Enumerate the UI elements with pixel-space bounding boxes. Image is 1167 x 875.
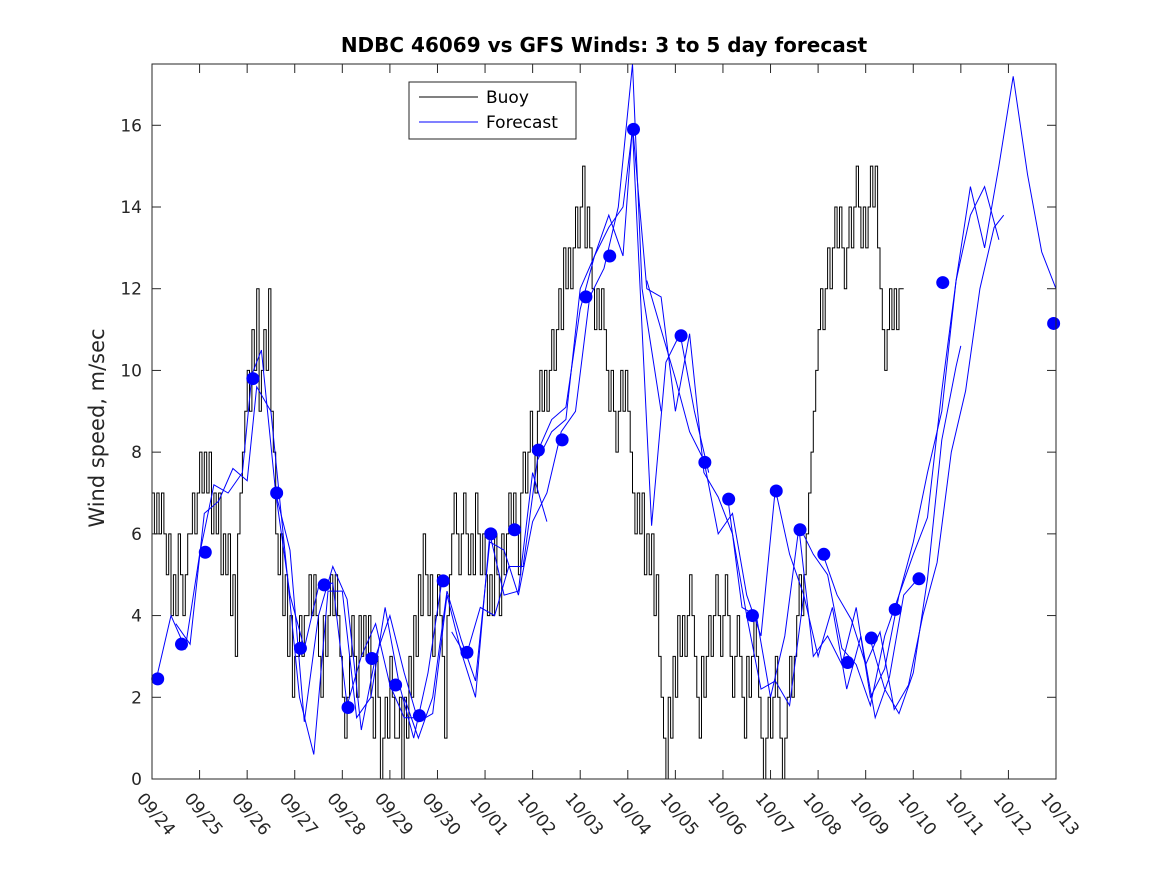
y-axis-label: Wind speed, m/sec xyxy=(85,328,109,527)
forecast-marker xyxy=(579,290,593,304)
y-tick-label: 0 xyxy=(131,770,142,790)
forecast-series-line xyxy=(175,385,443,755)
y-tick-label: 16 xyxy=(120,116,142,136)
forecast-marker xyxy=(912,572,926,586)
plot-area xyxy=(152,64,1056,779)
forecast-series-line xyxy=(275,472,548,731)
forecast-marker xyxy=(412,709,426,723)
forecast-marker xyxy=(460,645,474,659)
axes-box xyxy=(151,63,1057,780)
forecast-marker xyxy=(698,455,712,469)
forecast-marker xyxy=(603,249,617,263)
forecast-series-line xyxy=(156,349,419,719)
forecast-marker xyxy=(769,484,783,498)
forecast-marker xyxy=(674,329,688,343)
forecast-marker xyxy=(722,492,736,506)
y-tick-label: 12 xyxy=(120,280,142,300)
forecast-marker xyxy=(198,545,212,559)
legend-buoy-label: Buoy xyxy=(486,88,529,108)
plot-lines xyxy=(152,64,1056,779)
forecast-series-line xyxy=(822,214,1005,711)
forecast-marker xyxy=(508,523,522,537)
forecast-marker xyxy=(389,678,403,692)
forecast-marker xyxy=(793,523,807,537)
forecast-marker xyxy=(817,547,831,561)
buoy-series-line xyxy=(152,165,904,779)
forecast-marker xyxy=(174,637,188,651)
chart-title: NDBC 46069 vs GFS Winds: 3 to 5 day fore… xyxy=(341,33,868,57)
forecast-marker xyxy=(745,609,759,623)
y-tick-label: 14 xyxy=(120,198,142,218)
forecast-marker xyxy=(531,443,545,457)
forecast-marker xyxy=(246,372,260,386)
forecast-marker xyxy=(341,701,355,714)
forecast-marker xyxy=(317,578,331,592)
forecast-marker xyxy=(270,486,284,500)
forecast-marker xyxy=(888,602,902,616)
forecast-marker xyxy=(626,122,640,136)
forecast-marker xyxy=(936,276,950,290)
legend-box xyxy=(408,81,577,140)
plot-markers xyxy=(151,122,1061,723)
forecast-series-line xyxy=(646,280,919,720)
y-tick-label: 2 xyxy=(131,688,142,708)
forecast-marker xyxy=(151,672,165,686)
y-tick-label: 6 xyxy=(131,525,142,545)
y-tick-label: 10 xyxy=(120,361,142,381)
legend: Buoy Forecast xyxy=(408,81,577,140)
forecast-series-line xyxy=(451,129,710,658)
forecast-marker xyxy=(841,656,855,670)
forecast-marker xyxy=(555,433,569,447)
y-tick-label: 4 xyxy=(131,607,142,627)
legend-forecast-label: Forecast xyxy=(486,113,558,133)
forecast-marker xyxy=(864,631,878,645)
forecast-marker xyxy=(293,641,307,655)
forecast-marker xyxy=(484,527,498,541)
y-axis: 0 2 4 6 8 10 12 14 16 xyxy=(120,116,1056,790)
forecast-marker xyxy=(436,574,450,588)
forecast-marker xyxy=(1047,316,1061,330)
y-tick-label: 8 xyxy=(131,443,142,463)
forecast-series-line xyxy=(869,345,962,715)
forecast-series-line xyxy=(403,64,662,740)
forecast-marker xyxy=(365,651,379,665)
